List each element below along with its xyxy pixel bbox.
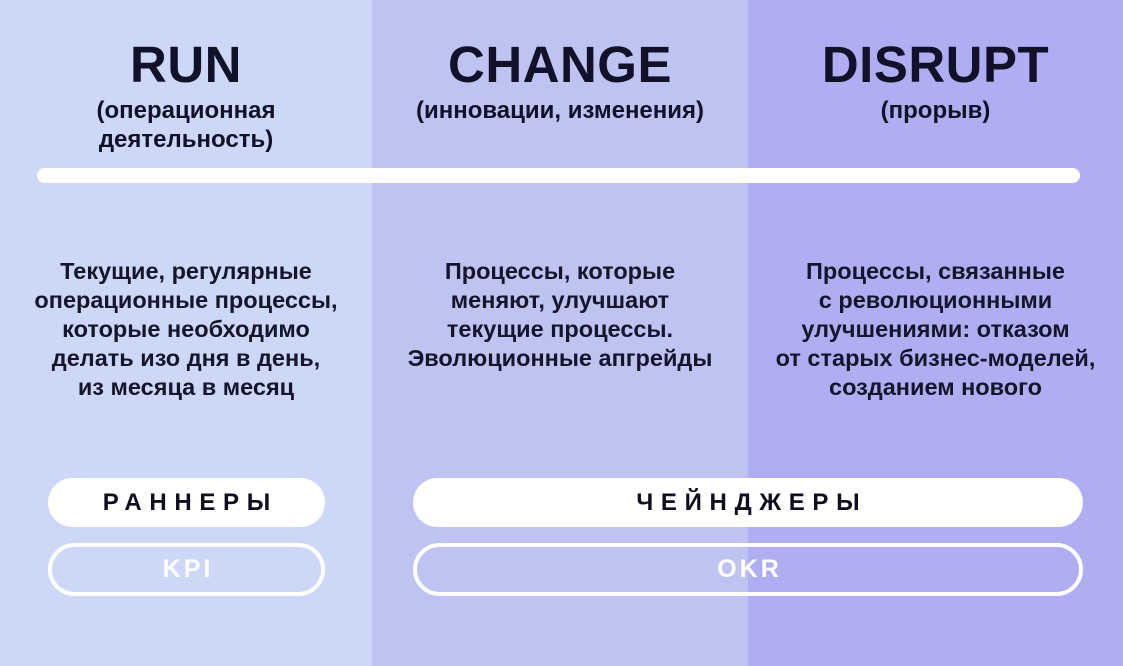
- column-disrupt-subtitle: (прорыв): [880, 97, 991, 125]
- header-divider-line: [37, 168, 1080, 183]
- column-run-title: RUN: [130, 36, 242, 93]
- column-disrupt-header: DISRUPT (прорыв): [748, 36, 1123, 125]
- column-change-subtitle: (инновации, изменения): [415, 97, 705, 125]
- column-run-body: Текущие, регулярные операционные процесс…: [34, 258, 338, 400]
- kpi-badge: KPI: [48, 543, 325, 596]
- column-run-subtitle: (операционная деятельность): [96, 97, 276, 154]
- runners-badge-label: РАННЕРЫ: [102, 488, 278, 516]
- column-disrupt-body: Процессы, связанные с революционными улу…: [775, 258, 1096, 400]
- column-change-header: CHANGE (инновации, изменения): [372, 36, 748, 125]
- column-run-header: RUN (операционная деятельность): [0, 36, 372, 155]
- column-change-body: Процессы, которые меняют, улучшают текущ…: [407, 258, 713, 371]
- column-disrupt: DISRUPT (прорыв) Процессы, связанные с р…: [748, 0, 1123, 666]
- column-change: CHANGE (инновации, изменения) Процессы, …: [372, 0, 748, 666]
- okr-badge: OKR: [413, 543, 1083, 596]
- kpi-badge-label: KPI: [162, 555, 214, 583]
- column-change-title: CHANGE: [447, 36, 672, 93]
- runners-badge: РАННЕРЫ: [48, 478, 325, 527]
- changers-badge: ЧЕЙНДЖЕРЫ: [413, 478, 1083, 527]
- changers-badge-label: ЧЕЙНДЖЕРЫ: [636, 488, 868, 516]
- okr-badge-label: OKR: [717, 555, 782, 583]
- column-disrupt-title: DISRUPT: [821, 36, 1050, 93]
